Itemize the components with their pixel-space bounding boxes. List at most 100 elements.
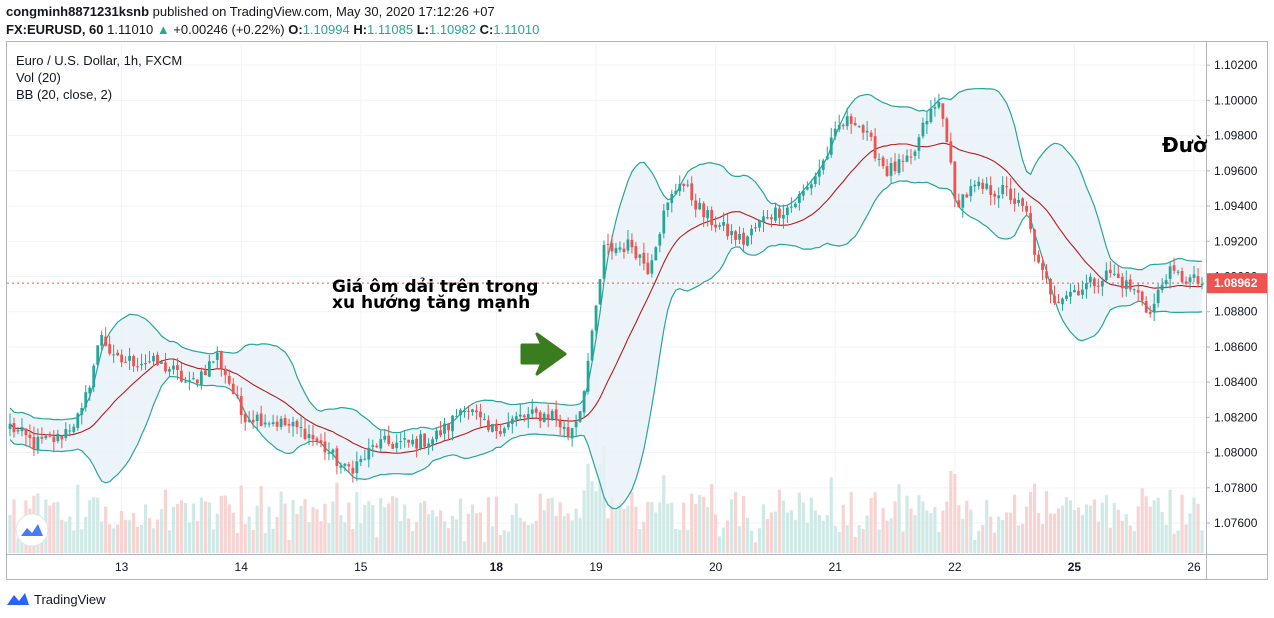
symbol-line: FX:EURUSD, 60 1.11010 ▲ +0.00246 (+0.22%… [6, 22, 539, 37]
candle-body [809, 184, 813, 189]
candle-body [168, 369, 171, 372]
volume-bar [1172, 533, 1176, 553]
footer-brand[interactable]: TradingView [34, 591, 106, 607]
candlesticks[interactable] [8, 93, 1204, 483]
candle-body [363, 458, 367, 460]
volume-bar [371, 504, 375, 553]
candle-body [510, 418, 514, 424]
volume-bar [574, 508, 578, 553]
volume-bar [1128, 525, 1132, 553]
candle-body [913, 151, 917, 156]
candle-body [339, 465, 343, 468]
candle-body [586, 360, 590, 392]
volume-bar [1048, 513, 1053, 553]
candle-body [1136, 290, 1140, 293]
candle-body [917, 137, 921, 151]
candle-body [132, 356, 135, 367]
candle-body [215, 352, 219, 360]
volume-bar [761, 504, 766, 553]
candle-body [706, 210, 710, 219]
candle-body [367, 447, 371, 460]
candle-body [1176, 271, 1180, 273]
volume-bar [869, 497, 873, 553]
candle-body [152, 355, 155, 362]
time-tick-label: 20 [709, 560, 723, 574]
volume-bar [610, 497, 614, 553]
candle-body [538, 412, 542, 422]
volume-bar [634, 506, 638, 553]
candle-body [845, 116, 849, 127]
candle-body [646, 262, 650, 275]
candle-body [1148, 311, 1152, 314]
candle-body [1069, 291, 1072, 297]
volume-bar [1060, 505, 1065, 553]
volume-bar [753, 542, 758, 553]
candle-body [1073, 289, 1076, 293]
volume-bar [526, 524, 530, 553]
candle-body [658, 234, 662, 246]
volume-bar [251, 530, 255, 553]
candle-body [670, 194, 674, 203]
volume-bar [72, 530, 76, 553]
volume-bar [127, 520, 132, 553]
candle-body [439, 430, 442, 436]
candle-body [219, 351, 223, 369]
volume-bar [570, 520, 574, 553]
candle-body [1124, 280, 1128, 290]
volume-bar [733, 491, 738, 553]
volume-bar [1104, 495, 1108, 553]
volume-bar [1024, 506, 1029, 553]
candle-body [283, 417, 287, 426]
volume-bar [40, 538, 44, 553]
candle-body [88, 387, 92, 394]
candle-body [993, 193, 997, 197]
volume-bar [155, 519, 160, 553]
volume-bar [175, 504, 180, 553]
volume-bar [1056, 508, 1061, 553]
volume-bar [817, 514, 821, 553]
band-fill [10, 88, 1202, 509]
candle-body [52, 436, 56, 442]
candle-body [742, 232, 745, 245]
price-chart[interactable]: 1.10200 1.10000 1.09800 1.09600 1.09400 1.092… [0, 0, 1274, 590]
candle-body [80, 407, 84, 415]
candle-body [570, 428, 574, 439]
candle-body [1172, 265, 1176, 271]
candle-body [1001, 185, 1005, 195]
candle-body [156, 354, 159, 366]
candle-body [574, 421, 578, 428]
volume-bar [1168, 489, 1172, 553]
candle-body [36, 436, 40, 451]
candle-body [666, 202, 670, 210]
tradingview-logo-icon[interactable] [6, 591, 30, 607]
volume-bar [929, 513, 933, 553]
candle-body [618, 247, 622, 250]
candle-body [590, 330, 594, 361]
candle-body [702, 203, 706, 218]
volume-bar [989, 516, 993, 553]
candle-body [690, 183, 694, 201]
volume-bar [682, 502, 686, 553]
candle-body [893, 161, 897, 172]
volume-bar [48, 505, 52, 553]
volume-bar [60, 519, 64, 553]
volume-bar [207, 502, 211, 553]
volume-bar [375, 537, 379, 553]
volume-histogram [8, 445, 1204, 553]
right-arrow-icon [520, 332, 567, 376]
candle-body [303, 428, 307, 440]
volume-bar [877, 529, 881, 553]
candle-body [140, 363, 143, 366]
candle-body [295, 420, 299, 428]
volume-bar [327, 523, 331, 553]
publisher-name[interactable]: congminh8871231ksnb [6, 4, 150, 19]
candle-body [164, 362, 167, 372]
volume-bar [434, 516, 439, 553]
candle-body [1088, 276, 1092, 283]
candle-body [387, 435, 391, 444]
volume-bar [88, 500, 92, 553]
candle-body [1116, 273, 1120, 279]
candle-body [710, 209, 714, 226]
candle-body [48, 436, 52, 438]
candle-body [1077, 290, 1080, 296]
